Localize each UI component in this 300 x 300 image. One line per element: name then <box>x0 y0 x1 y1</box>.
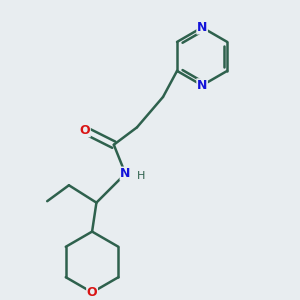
Text: O: O <box>80 124 90 137</box>
Text: H: H <box>137 171 146 181</box>
Text: N: N <box>197 79 207 92</box>
Text: N: N <box>197 21 207 34</box>
Text: O: O <box>87 286 98 299</box>
Text: N: N <box>120 167 130 180</box>
